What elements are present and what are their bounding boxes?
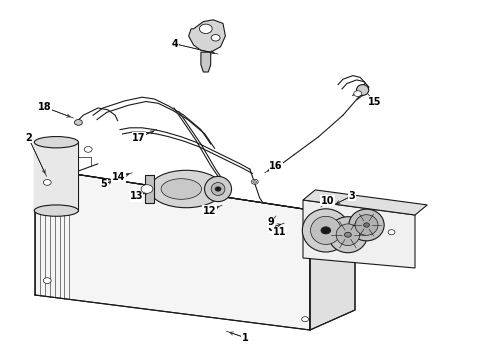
Text: 1: 1: [242, 333, 248, 343]
Text: 3: 3: [348, 191, 355, 201]
Ellipse shape: [149, 170, 223, 208]
Polygon shape: [303, 200, 415, 268]
Ellipse shape: [161, 179, 201, 199]
Text: 10: 10: [320, 196, 334, 206]
Text: 8: 8: [363, 212, 370, 222]
Circle shape: [354, 91, 362, 96]
Circle shape: [74, 120, 82, 125]
Ellipse shape: [205, 176, 232, 202]
Circle shape: [43, 278, 51, 283]
Text: 2: 2: [25, 132, 32, 143]
Circle shape: [211, 35, 220, 41]
Text: 17: 17: [132, 132, 146, 143]
Circle shape: [388, 230, 395, 235]
Polygon shape: [35, 168, 310, 330]
Circle shape: [302, 317, 309, 322]
Circle shape: [84, 147, 92, 152]
Circle shape: [251, 179, 258, 184]
Bar: [34, 142, 78, 211]
Circle shape: [364, 223, 369, 227]
Text: 15: 15: [368, 96, 382, 107]
Ellipse shape: [302, 209, 349, 252]
Circle shape: [253, 180, 257, 183]
Text: 18: 18: [38, 102, 52, 112]
Circle shape: [344, 232, 351, 237]
Ellipse shape: [349, 209, 384, 241]
Circle shape: [215, 187, 221, 191]
Ellipse shape: [356, 85, 368, 95]
Text: 5: 5: [100, 179, 107, 189]
Circle shape: [141, 185, 153, 193]
Text: 14: 14: [112, 172, 125, 182]
Ellipse shape: [355, 215, 378, 235]
Polygon shape: [303, 190, 427, 215]
Polygon shape: [145, 175, 154, 203]
Text: 7: 7: [314, 238, 321, 248]
Ellipse shape: [211, 183, 225, 195]
Polygon shape: [201, 52, 211, 72]
Ellipse shape: [311, 216, 341, 244]
Text: 16: 16: [269, 161, 283, 171]
Ellipse shape: [328, 217, 368, 253]
Ellipse shape: [34, 205, 78, 216]
Circle shape: [43, 180, 51, 185]
Polygon shape: [310, 193, 355, 330]
Ellipse shape: [336, 224, 360, 246]
Circle shape: [321, 227, 331, 234]
Circle shape: [199, 24, 212, 33]
Text: 13: 13: [129, 191, 143, 201]
Text: 9: 9: [267, 217, 274, 228]
Text: 12: 12: [203, 206, 217, 216]
Polygon shape: [189, 20, 225, 52]
Ellipse shape: [34, 136, 78, 148]
Text: 11: 11: [272, 227, 286, 237]
Text: 6: 6: [268, 222, 274, 233]
Text: 4: 4: [172, 39, 179, 49]
